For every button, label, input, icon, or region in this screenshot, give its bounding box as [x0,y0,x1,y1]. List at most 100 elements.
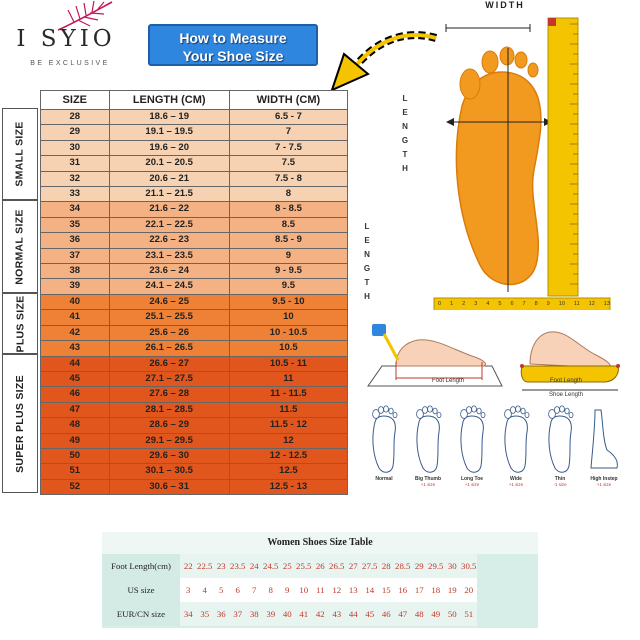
length-cell: 26.1 – 26.5 [108,340,230,357]
size-group-label-text: NORMAL SIZE [14,208,27,285]
length-letter: G [363,264,371,273]
size-table-row: 42 25.6 – 26 10 - 10.5 [40,324,349,342]
size-table-row: 33 21.1 – 21.5 8 [40,186,349,203]
foot-length-caption: Foot Length [431,378,465,384]
width-label: WIDTH [485,0,525,10]
women-table-cell: 28 [378,554,395,578]
size-cell: 48 [40,417,110,434]
women-size-table: Foot Length(cm) 22 22.5 23 23.5 24 24.5 25 25.5 2… [102,554,477,626]
size-table-header: SIZE LENGTH (CM) WIDTH (CM) [40,90,349,110]
women-table-cell: 6 [229,578,246,602]
women-table-cell: 10 [295,578,312,602]
women-table-title: Women Shoes Size Table [102,532,538,554]
banner-line-2: Your Shoe Size [182,48,284,64]
size-cell: 35 [40,216,110,234]
women-table-cell: 20 [460,578,477,602]
header-width: WIDTH (CM) [228,90,349,110]
women-table-cell: 30 [444,554,461,578]
size-cell: 31 [40,155,110,172]
ruler-tick-label: 9 [546,301,550,307]
width-cell: 12.5 [228,463,349,480]
length-letter: N [364,250,370,259]
foot-type-name: Wide [510,476,522,482]
foot-type-row: Normal Big Thumb +1 size Long Toe +1 size Wid… [362,404,628,496]
size-cell: 47 [40,401,110,419]
width-cell: 7 - 7.5 [228,139,349,157]
size-cell: 44 [40,355,110,372]
length-cell: 27.6 – 28 [108,386,230,403]
size-table-row: 51 30.1 – 30.5 12.5 [40,463,349,480]
width-cell: 11.5 [228,401,349,419]
size-cell: 34 [40,201,110,218]
women-table-cell: 25 [279,554,296,578]
ruler-tick-label: 10 [558,301,565,307]
size-table-row: 30 19.6 – 20 7 - 7.5 [40,139,349,157]
ruler-tick-label: 13 [603,301,610,307]
header-size: SIZE [40,90,110,110]
size-cell: 28 [40,108,110,126]
size-cell: 33 [40,186,110,203]
foot-type: Normal [362,404,406,496]
size-table-row: 32 20.6 – 21 7.5 - 8 [40,170,349,188]
size-table-row: 44 26.6 – 27 10.5 - 11 [40,355,349,372]
women-table-cell: 11 [312,578,329,602]
length-cell: 20.1 – 20.5 [108,155,230,172]
women-table-cell: 14 [361,578,378,602]
width-cell: 8 - 8.5 [228,201,349,218]
length-cell: 30.6 – 31 [108,478,230,496]
women-table-cell: 23.5 [229,554,246,578]
women-table-row-label: EUR/CN size [102,602,180,626]
width-cell: 9 [228,247,349,265]
size-cell: 49 [40,432,110,449]
women-table-row-label: Foot Length(cm) [102,554,180,578]
size-cell: 37 [40,247,110,265]
size-table-row: 47 28.1 – 28.5 11.5 [40,401,349,419]
size-table-row: 52 30.6 – 31 12.5 - 13 [40,478,349,496]
width-cell: 9.5 [228,278,349,295]
length-letter: H [364,292,370,301]
width-cell: 6.5 - 7 [228,108,349,126]
size-cell: 38 [40,263,110,280]
curved-arrow-icon [330,31,438,92]
women-table-cell: 22.5 [196,554,213,578]
shoe-length-caption: Shoe Length [548,392,584,398]
ruler-tick-label: 6 [510,301,514,307]
brand-logo: I SYIO [16,26,116,52]
women-table-cell: 29 [411,554,428,578]
size-table-row: 39 24.1 – 24.5 9.5 [40,278,349,295]
length-cell: 19.6 – 20 [108,139,230,157]
ruler-tick-label: 0 [438,301,442,307]
size-table-row: 31 20.1 – 20.5 7.5 [40,155,349,172]
size-table-row: 38 23.6 – 24 9 - 9.5 [40,263,349,280]
length-cell: 28.1 – 28.5 [108,401,230,419]
size-group-label: SMALL SIZE [2,108,38,201]
foot-type-name: Big Thumb [414,476,442,482]
length-cell: 24.6 – 25 [108,293,230,311]
size-group-label: NORMAL SIZE [2,200,38,293]
women-table-cell: 46 [378,602,395,626]
ruler-tick-label: 8 [534,301,538,307]
size-table-row: 37 23.1 – 23.5 9 [40,247,349,265]
size-cell: 40 [40,293,110,311]
size-cell: 43 [40,340,110,357]
ruler-tick-label: 1 [450,301,454,307]
ruler-tick-label: 3 [474,301,478,307]
width-cell: 11.5 - 12 [228,417,349,434]
width-cell: 8.5 [228,216,349,234]
length-letter: E [364,236,370,245]
length-cell: 24.1 – 24.5 [108,278,230,295]
size-cell: 41 [40,309,110,326]
women-table-cell: 25.5 [295,554,312,578]
width-cell: 12.5 - 13 [228,478,349,496]
size-table-row: 34 21.6 – 22 8 - 8.5 [40,201,349,218]
length-cell: 20.6 – 21 [108,170,230,188]
women-table-cell: 9 [279,578,296,602]
women-table-cell: 39 [262,602,279,626]
women-table-cell: 42 [312,602,329,626]
width-cell: 11 [228,370,349,388]
length-cell: 26.6 – 27 [108,355,230,372]
foot-outline-icon [590,409,618,469]
length-cell: 27.1 – 27.5 [108,370,230,388]
vertical-ruler-icon [547,17,579,297]
